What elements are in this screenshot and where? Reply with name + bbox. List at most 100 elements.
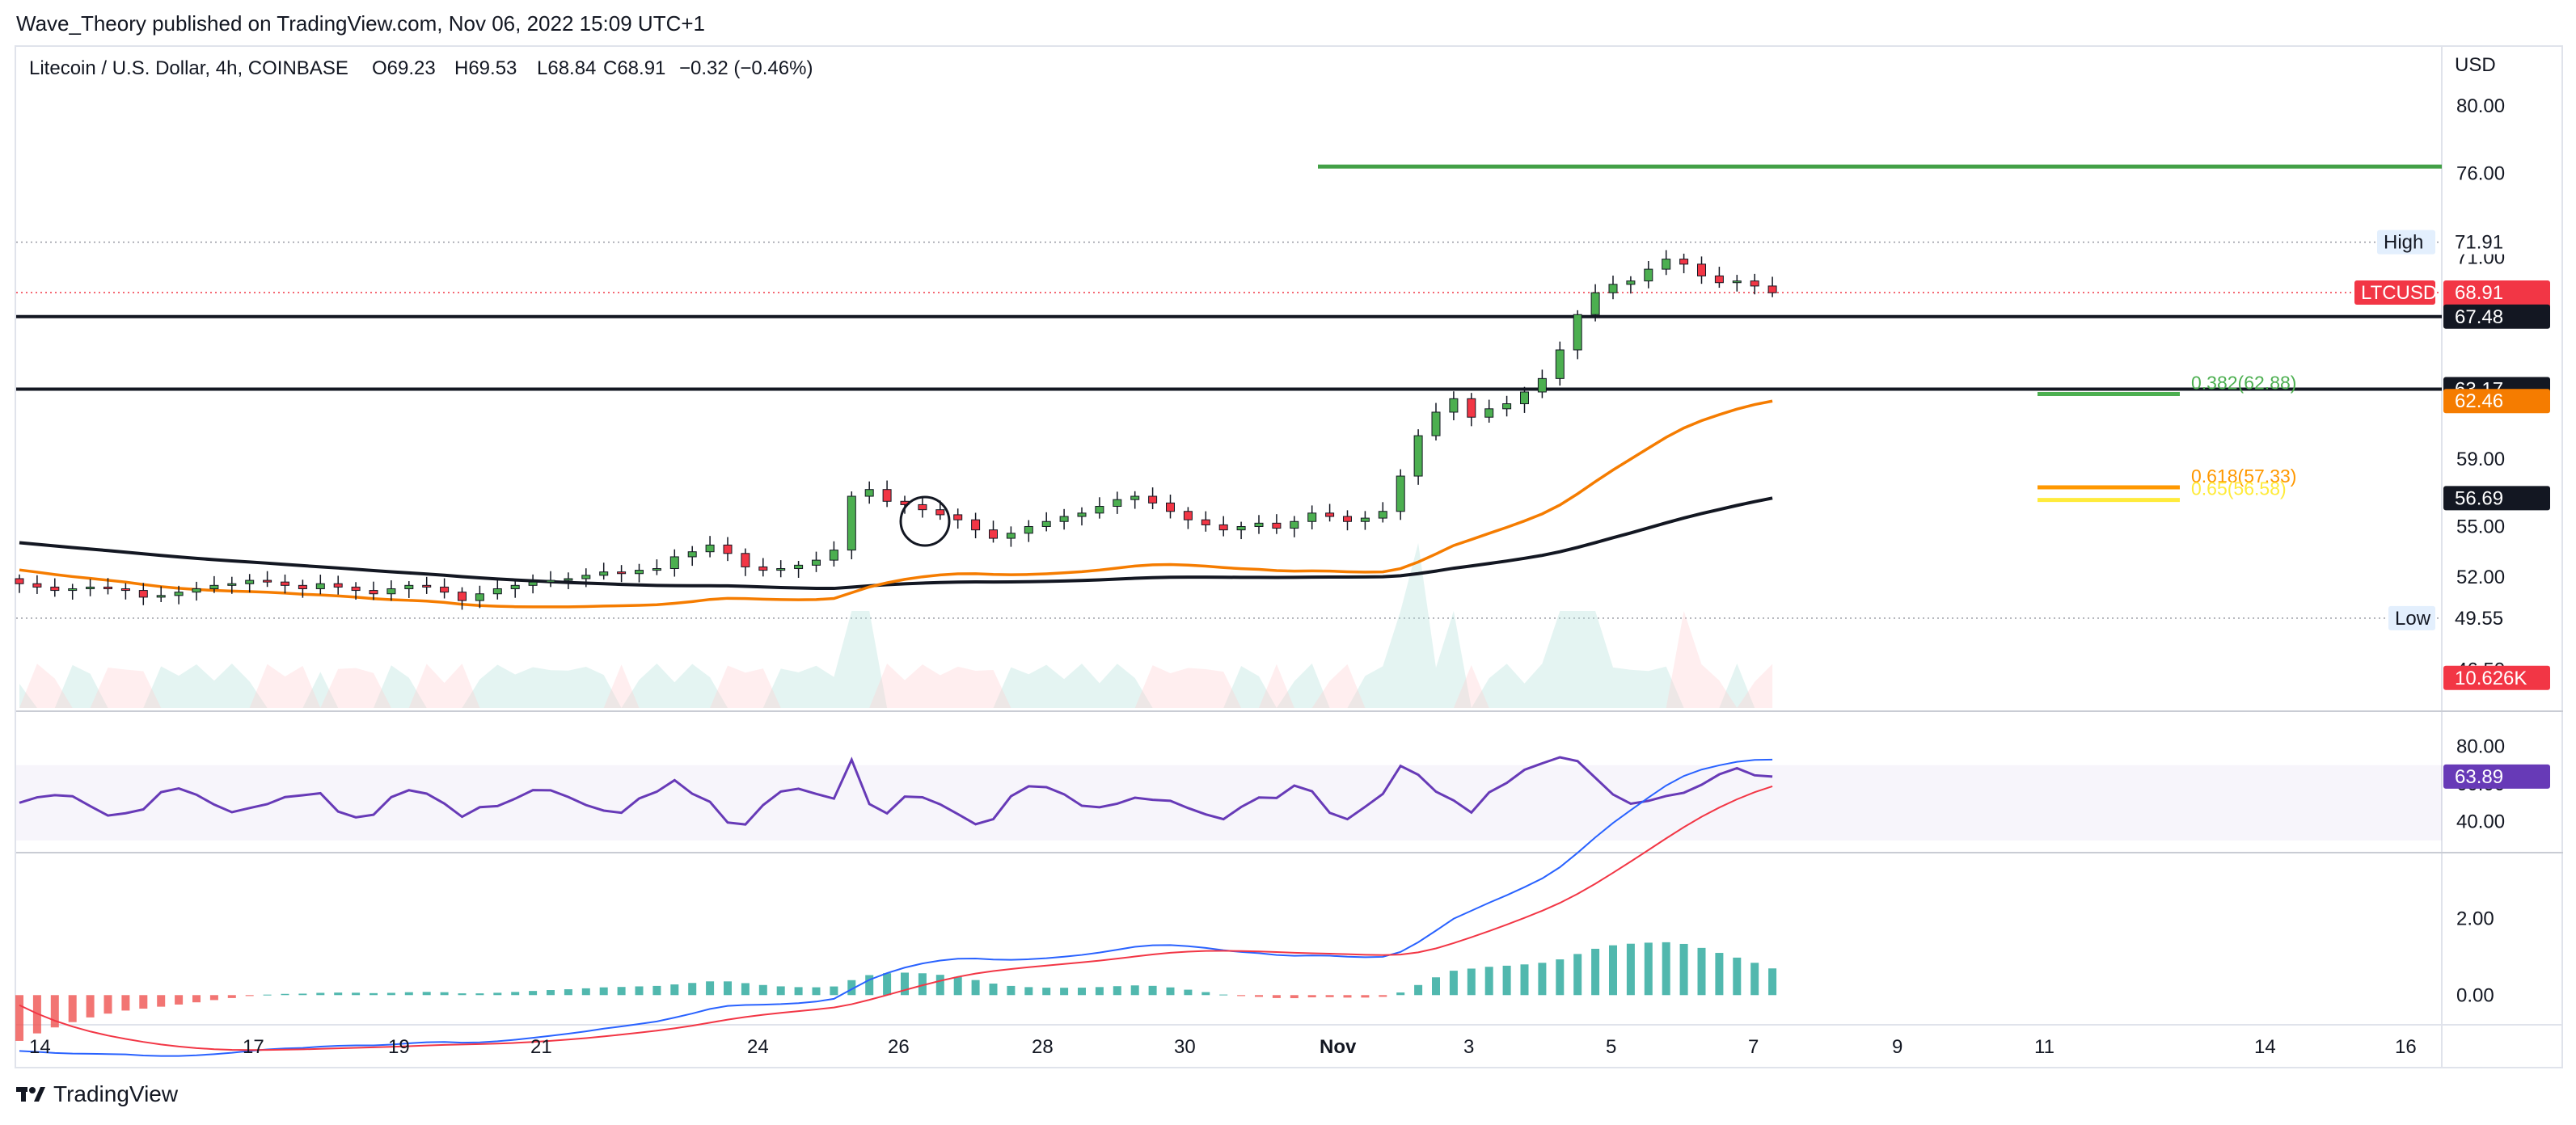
candle-body	[68, 588, 78, 592]
candle-body	[1644, 268, 1653, 282]
candle-body	[1148, 495, 1158, 504]
macd-histogram-bar	[1591, 948, 1600, 996]
macd-histogram-bar	[1255, 995, 1263, 997]
macd-histogram-bar	[1502, 965, 1511, 996]
time-tick: 16	[2395, 1036, 2417, 1058]
macd-histogram-bar	[1290, 995, 1299, 999]
macd-histogram-bar	[422, 992, 431, 996]
candle-body	[138, 590, 148, 598]
candle-body	[1059, 516, 1069, 522]
tradingview-logo[interactable]: TradingView	[16, 1081, 178, 1107]
macd-histogram-bar	[1361, 995, 1370, 998]
rsi-value-box	[2443, 764, 2550, 789]
candle-body	[1750, 280, 1759, 287]
candle-body	[1767, 285, 1777, 293]
candle-body	[174, 592, 184, 596]
candle-body	[1555, 349, 1565, 379]
macd-histogram-bar	[529, 991, 538, 996]
candle-body	[120, 588, 130, 592]
candle-body	[422, 584, 432, 588]
price-label-box-high	[2443, 230, 2550, 255]
macd-histogram-bar	[758, 984, 767, 996]
macd-histogram-bar	[1042, 988, 1051, 996]
candle-body	[1520, 391, 1529, 405]
volume-area-up	[19, 543, 1773, 708]
macd-histogram-bar	[1556, 959, 1565, 996]
candle-body	[1449, 398, 1459, 413]
price-label-volume: 10.626K	[2455, 668, 2527, 689]
macd-histogram-bar	[192, 995, 201, 1003]
macd-histogram-bar	[617, 987, 626, 996]
candle-body	[1095, 506, 1104, 514]
candle-body	[1041, 520, 1051, 527]
macd-histogram-bar	[1148, 985, 1157, 996]
candle-body	[1537, 377, 1547, 393]
candle-body	[103, 586, 112, 589]
time-tick: 30	[1174, 1036, 1196, 1058]
candle-body	[617, 571, 627, 575]
price-tick: 76.00	[2456, 162, 2505, 184]
macd-histogram-bar	[209, 995, 218, 1001]
candle-body	[1714, 275, 1724, 284]
candle-body	[1697, 263, 1706, 276]
candle-body	[847, 495, 856, 551]
candle-body	[245, 579, 255, 584]
macd-histogram-bar	[1060, 988, 1069, 996]
price-label-high: 71.91	[2455, 232, 2503, 254]
macd-histogram-bar	[971, 980, 980, 996]
ohlc-change: −0.32 (−0.46%)	[679, 57, 813, 79]
macd-histogram-bar	[1679, 943, 1688, 996]
time-tick: 24	[747, 1036, 769, 1058]
macd-histogram-bar	[440, 992, 449, 996]
candle-body	[1236, 525, 1246, 531]
candle-body	[935, 509, 945, 516]
time-tick: Nov	[1320, 1036, 1357, 1058]
macd-histogram-bar	[901, 972, 909, 996]
candle-body	[1024, 525, 1033, 534]
price-label-ema-200: 56.69	[2455, 487, 2503, 509]
candle-body	[1183, 511, 1193, 520]
candle-body	[298, 584, 307, 589]
fib-level-label: 0.382(62.88)	[2191, 372, 2296, 393]
time-tick: 7	[1748, 1036, 1759, 1058]
candle-body	[1413, 435, 1423, 477]
candle-body	[776, 568, 786, 571]
macd-histogram-bar	[245, 995, 254, 996]
macd-histogram-bar	[1130, 985, 1139, 996]
price-tag-high: High	[2384, 232, 2423, 254]
candle-body	[263, 579, 272, 583]
macd-histogram-bar	[404, 992, 413, 996]
candle-body	[1590, 292, 1600, 315]
macd-histogram-bar	[830, 986, 838, 996]
rsi-band	[16, 765, 2442, 841]
candle-body	[156, 595, 166, 598]
candle-body	[741, 553, 750, 567]
ohlc-high: H69.53	[454, 57, 517, 79]
ema-cross-marker-circle	[899, 495, 951, 547]
candle-body	[635, 570, 644, 575]
candle-body	[1343, 516, 1352, 522]
candle-body	[1484, 408, 1494, 418]
macd-histogram-bar	[298, 993, 307, 996]
price-tag-box-high	[2377, 230, 2435, 255]
macd-histogram-bar	[157, 995, 166, 1007]
candle-body	[15, 578, 24, 584]
macd-histogram-bar	[1379, 995, 1387, 997]
candle-body	[599, 571, 609, 576]
candle-body	[1006, 533, 1016, 539]
ema-50-line	[19, 399, 1773, 609]
candle-body	[227, 583, 237, 586]
candle-body	[1325, 512, 1335, 517]
candle-body	[829, 550, 838, 561]
price-tick: 52.00	[2456, 567, 2505, 588]
candle-body	[546, 579, 555, 583]
macd-histogram-bar	[1484, 967, 1493, 996]
candle-body	[1467, 398, 1476, 418]
macd-histogram-bar	[1449, 971, 1458, 996]
macd-histogram-bar	[918, 973, 927, 996]
macd-tick: 0.00	[2456, 984, 2494, 1006]
ohlc-low: L68.84	[537, 57, 596, 79]
time-tick: 3	[1463, 1036, 1474, 1058]
candle-body	[1077, 512, 1087, 517]
